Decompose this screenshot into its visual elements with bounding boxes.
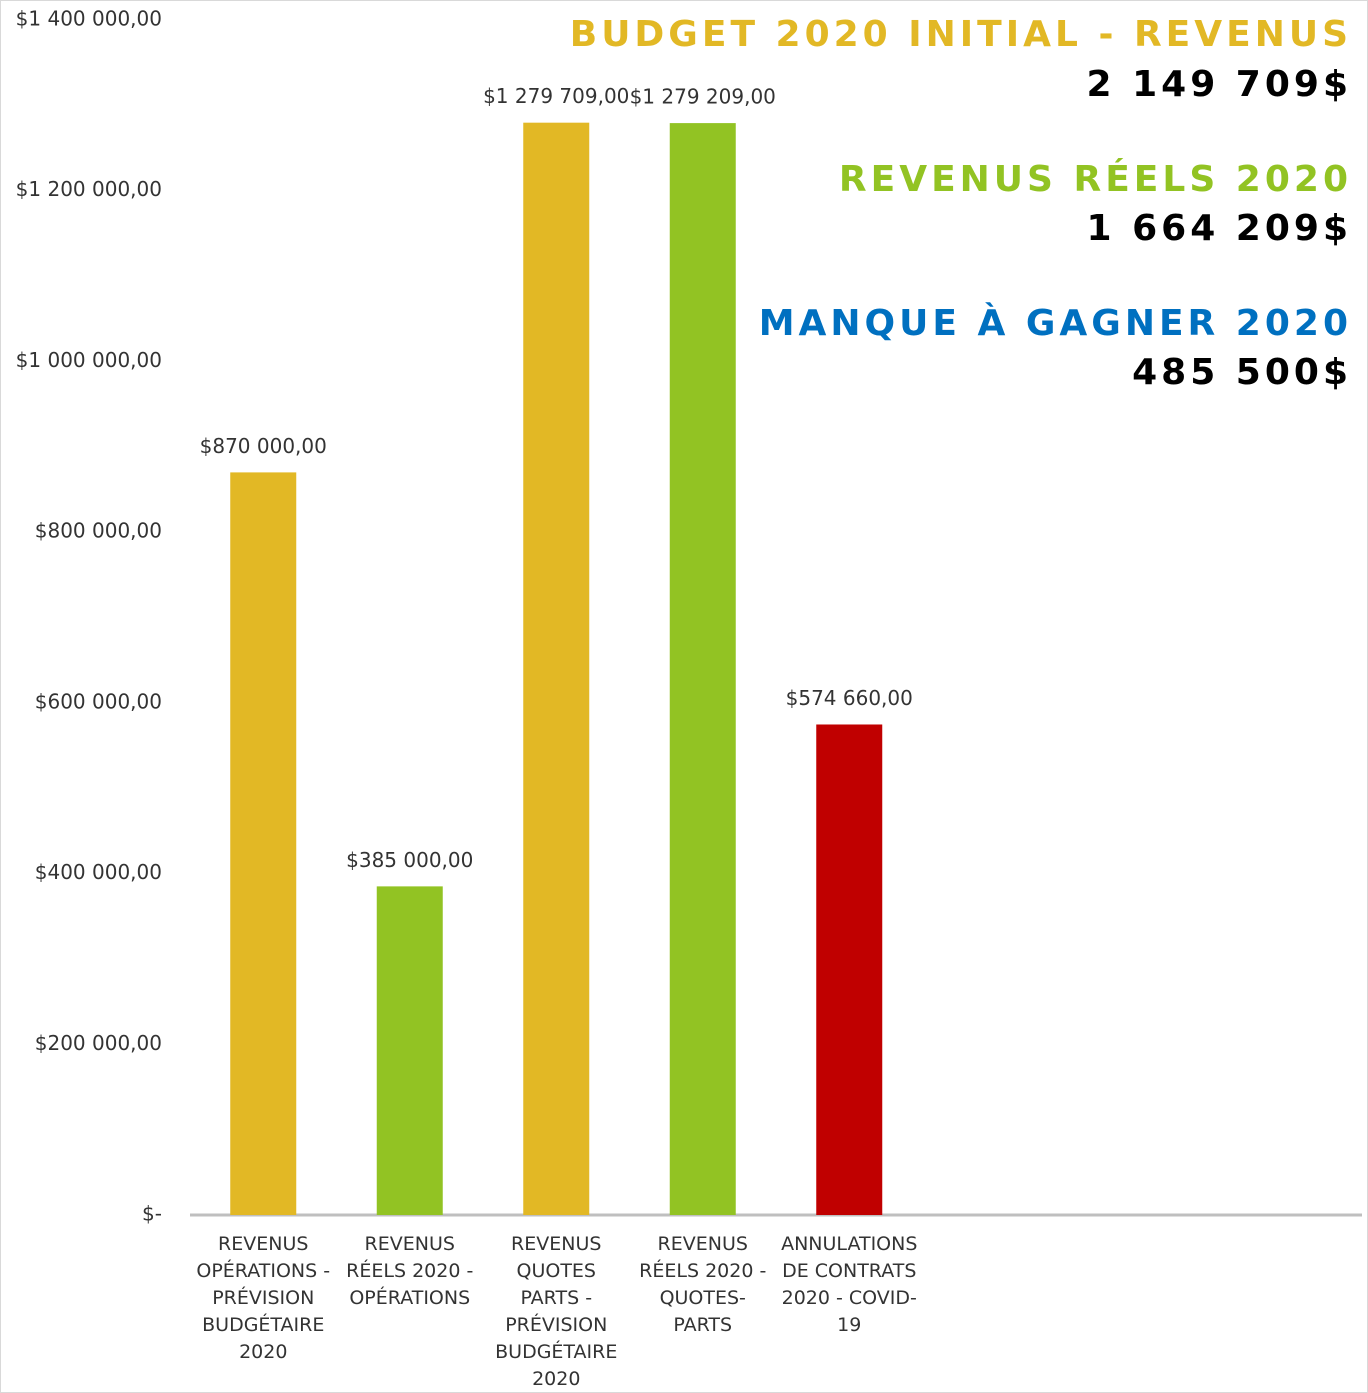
y-tick-label: $1 400 000,00 [16,7,162,31]
y-tick-label: $800 000,00 [35,519,162,543]
annotation: 1 664 209$ [1087,208,1352,249]
data-label: $1 279 709,00 [483,84,629,108]
x-tick-label: REVENUS RÉELS 2020 - OPÉRATIONS [346,1233,474,1309]
annotation: 2 149 709$ [1087,64,1352,105]
bar [816,724,883,1215]
x-tick-label: ANNULATIONS DE CONTRATS 2020 - COVID-19 [781,1233,918,1336]
data-label: $870 000,00 [200,434,327,458]
y-tick-label: $600 000,00 [35,689,162,713]
annotation: BUDGET 2020 INITIAL - REVENUS [570,14,1352,55]
x-tick-label: REVENUS RÉELS 2020 - QUOTES-PARTS [639,1233,767,1336]
bar [523,122,590,1215]
y-tick-label: $1 000 000,00 [16,348,162,372]
data-label: $1 279 209,00 [630,85,776,109]
annotation: REVENUS RÉELS 2020 [839,158,1352,200]
y-tick-label: $1 200 000,00 [16,177,162,201]
bar [669,123,736,1215]
bar [376,886,443,1215]
data-label: $385 000,00 [346,848,473,872]
bar [230,472,297,1216]
annotation: 485 500$ [1132,352,1352,393]
y-tick-label: $400 000,00 [35,860,162,884]
y-tick-label: $200 000,00 [35,1031,162,1055]
data-label: $574 660,00 [786,686,913,710]
x-tick-label: REVENUS QUOTES PARTS - PRÉVISION BUDGÉTA… [495,1233,618,1390]
annotation: MANQUE À GAGNER 2020 [759,302,1352,344]
x-tick-label: REVENUS OPÉRATIONS - PRÉVISION BUDGÉTAIR… [196,1233,331,1363]
y-tick-label: $- [142,1202,162,1226]
